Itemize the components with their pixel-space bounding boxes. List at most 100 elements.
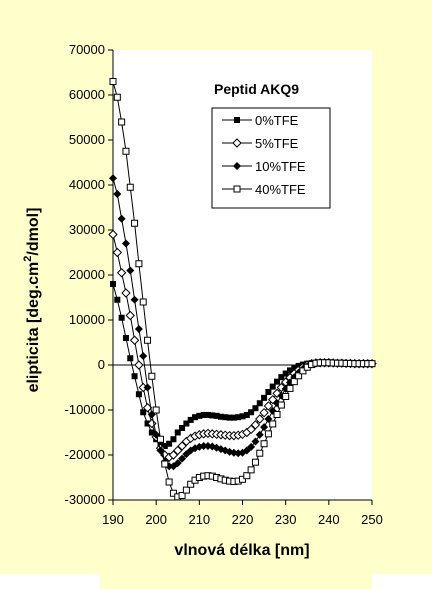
data-point	[122, 335, 129, 341]
data-point	[116, 268, 127, 278]
data-point	[169, 489, 177, 497]
data-point	[139, 298, 147, 306]
data-point	[204, 411, 211, 418]
data-point	[269, 383, 276, 390]
data-point	[139, 352, 148, 360]
y-tick-label: -10000	[65, 402, 105, 417]
y-tick-label: -30000	[65, 492, 105, 507]
data-point	[213, 412, 220, 419]
legend-item: 10%TFE	[222, 159, 306, 174]
data-point	[295, 372, 303, 380]
legend-item: 40%TFE	[222, 182, 306, 197]
data-point	[166, 440, 173, 447]
data-point	[152, 406, 160, 414]
data-point	[170, 436, 177, 443]
data-point	[126, 266, 135, 275]
legend-box	[211, 107, 331, 209]
data-point	[274, 378, 281, 385]
data-point	[282, 393, 290, 400]
series-40-tfe	[109, 78, 376, 501]
x-tick-label: 230	[275, 512, 297, 527]
data-point	[199, 442, 208, 450]
data-point	[256, 400, 263, 407]
data-point	[135, 260, 143, 268]
data-point	[259, 407, 269, 418]
legend-label: 10%TFE	[255, 159, 306, 174]
data-point	[233, 185, 241, 193]
data-point	[282, 370, 289, 377]
data-point	[127, 355, 134, 362]
y-tick-label: 10000	[69, 312, 105, 327]
data-point	[173, 445, 183, 456]
data-point	[243, 411, 250, 418]
data-point	[161, 460, 169, 468]
data-point	[299, 367, 307, 375]
data-point	[112, 247, 123, 258]
data-point	[233, 162, 241, 170]
data-point	[291, 364, 298, 371]
data-point	[209, 412, 216, 419]
data-point	[232, 138, 242, 148]
data-point	[183, 420, 190, 427]
data-point	[200, 411, 207, 418]
data-point	[256, 449, 264, 457]
y-tick-label: 20000	[69, 267, 105, 282]
x-tick-label: 210	[188, 512, 210, 527]
y-tick-label: 40000	[69, 177, 105, 192]
data-point	[125, 310, 135, 321]
data-point	[131, 219, 139, 227]
data-point	[126, 183, 134, 191]
legend-item: 0%TFE	[222, 113, 299, 128]
data-point	[247, 442, 256, 451]
data-point	[239, 475, 246, 483]
data-point	[148, 372, 156, 380]
data-point	[156, 435, 164, 443]
data-point	[222, 414, 229, 421]
data-point	[134, 360, 144, 370]
y-tick-label: 70000	[69, 42, 105, 57]
data-point	[110, 281, 116, 287]
data-point	[261, 394, 268, 401]
data-point	[251, 458, 259, 466]
data-point	[230, 414, 237, 421]
data-point	[255, 430, 264, 439]
data-point	[234, 117, 240, 123]
legend-label: 40%TFE	[255, 182, 306, 197]
legend-item: 5%TFE	[222, 136, 299, 151]
legend-label: 5%TFE	[255, 136, 299, 151]
data-point	[130, 295, 139, 304]
data-point	[187, 416, 194, 423]
data-point	[264, 430, 272, 438]
data-point	[251, 437, 260, 446]
data-point	[196, 412, 203, 419]
data-point	[113, 190, 122, 198]
data-point	[263, 401, 274, 411]
data-point	[168, 450, 179, 460]
data-point	[113, 93, 121, 101]
data-point	[129, 335, 140, 345]
data-point	[122, 147, 130, 155]
data-point	[260, 440, 268, 448]
data-point	[265, 389, 272, 395]
data-point	[235, 414, 242, 421]
data-point	[192, 414, 199, 421]
data-point	[260, 423, 269, 432]
data-point	[252, 405, 259, 412]
data-point	[255, 414, 265, 424]
data-point	[109, 78, 117, 85]
y-tick-label: 50000	[69, 132, 105, 147]
data-point	[118, 314, 125, 321]
data-point	[277, 401, 285, 409]
data-point	[121, 288, 131, 298]
data-point	[144, 336, 152, 344]
data-point	[165, 478, 173, 486]
legend-title: Peptid AKQ9	[214, 81, 299, 97]
cd-spectrum-chart: 70000 60000 50000 40000 30000 20000 10000 0 -100…	[22, 42, 383, 559]
data-point	[248, 409, 255, 416]
y-tick-label: 60000	[69, 87, 105, 102]
data-point	[178, 492, 186, 499]
chart-figure: 70000 60000 50000 40000 30000 20000 10000 0 -100…	[0, 0, 432, 574]
data-point	[286, 384, 294, 392]
y-tick-label: 0	[98, 357, 105, 372]
x-tick-label: 220	[232, 512, 254, 527]
